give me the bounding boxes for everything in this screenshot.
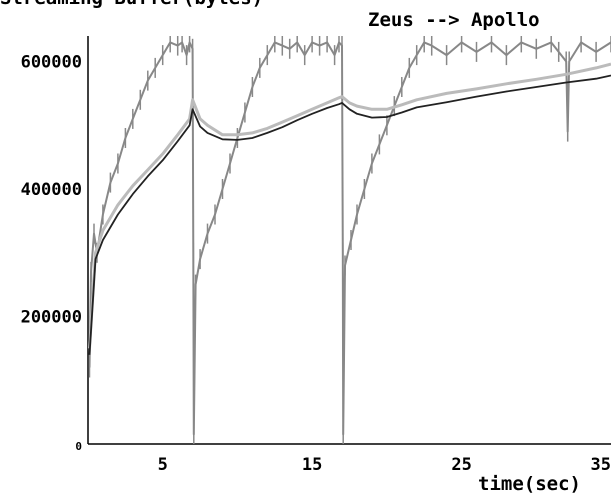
series-layer	[88, 36, 611, 444]
axes	[87, 36, 611, 445]
y-tick-label: 600000	[21, 53, 82, 73]
y-tick-label: 400000	[21, 180, 82, 200]
x-tick-label: 5	[158, 455, 168, 475]
series-line-2	[88, 62, 611, 349]
x-tick-label: 35	[591, 455, 611, 475]
chart-title: Zeus --> Apollo	[368, 9, 540, 31]
x-axis-label: time(sec)	[478, 473, 581, 495]
y-tick-label: 0	[75, 440, 82, 453]
y-axis-label: Streaming Buffer(bytes)	[0, 0, 263, 9]
x-tick-label: 25	[451, 455, 471, 475]
y-tick-label: 200000	[21, 308, 82, 328]
x-tick-label: 15	[302, 455, 322, 475]
series-line-3	[88, 74, 611, 355]
tick-labels: 5 15 25 35 0 200000 400000 600000	[21, 53, 611, 476]
